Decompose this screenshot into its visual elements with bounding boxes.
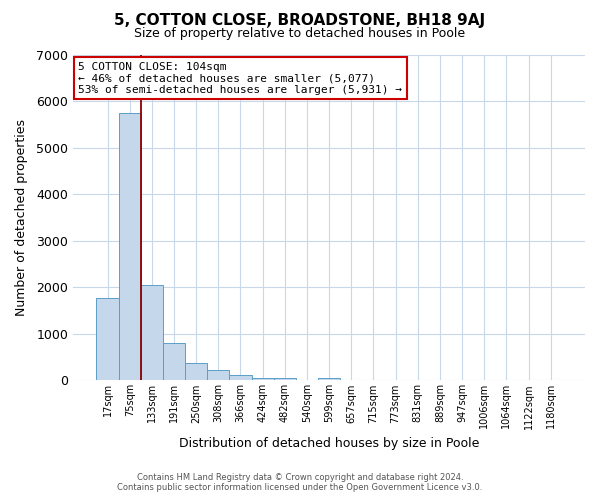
Text: 5, COTTON CLOSE, BROADSTONE, BH18 9AJ: 5, COTTON CLOSE, BROADSTONE, BH18 9AJ [115,12,485,28]
Bar [141,284,163,380]
Text: Contains HM Land Registry data © Crown copyright and database right 2024.
Contai: Contains HM Land Registry data © Crown c… [118,473,482,492]
Bar [97,298,119,380]
Bar [119,113,141,380]
Bar [185,364,207,380]
X-axis label: Distribution of detached houses by size in Poole: Distribution of detached houses by size … [179,437,479,450]
Y-axis label: Number of detached properties: Number of detached properties [15,119,28,316]
Bar [163,343,185,380]
Text: Size of property relative to detached houses in Poole: Size of property relative to detached ho… [134,28,466,40]
Bar [274,378,296,380]
Bar [251,378,274,380]
Text: 5 COTTON CLOSE: 104sqm
← 46% of detached houses are smaller (5,077)
53% of semi-: 5 COTTON CLOSE: 104sqm ← 46% of detached… [79,62,403,94]
Bar [318,378,340,380]
Bar [207,370,229,380]
Bar [229,375,251,380]
